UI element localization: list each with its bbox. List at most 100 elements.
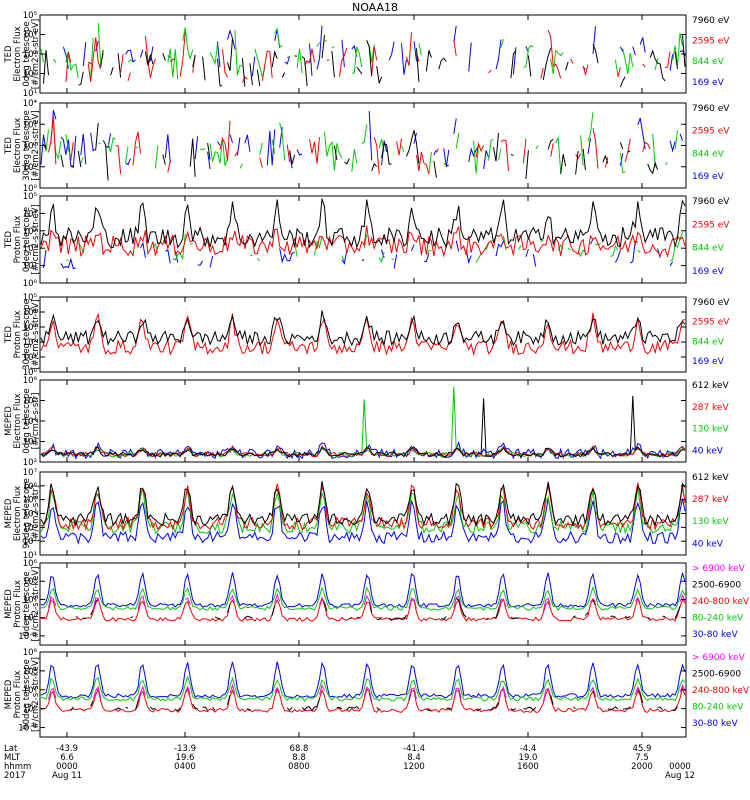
- series-2595-ev: [40, 225, 686, 258]
- y-axis-label-line: MEPED: [4, 679, 14, 709]
- y-axis-label-line: Electron Flux: [13, 26, 23, 81]
- y-tick-label: 10²: [23, 70, 37, 80]
- y-tick-label: 10¹: [23, 89, 37, 99]
- y-axis-label-line: 0deg telescope: [22, 21, 32, 86]
- legend-entry: 2500-6900: [692, 581, 741, 591]
- series-130-kev: [40, 386, 686, 458]
- legend-entry: 30-80 keV: [692, 719, 738, 729]
- y-axis-label: MEPEDProton Flux90deg telescope[#/cm2-s-…: [4, 657, 41, 732]
- y-tick-label: 10⁻²: [18, 632, 37, 642]
- series--6900-kev: [48, 683, 686, 703]
- legend-entry: 844 eV: [692, 57, 725, 67]
- y-tick-label: 10²: [23, 458, 37, 468]
- y-tick-label: 10⁶: [23, 559, 38, 569]
- panel-frame: [39, 562, 687, 646]
- y-tick-label: 10⁴: [23, 510, 38, 520]
- y-tick-label: 10³: [23, 227, 37, 237]
- y-axis-label-line: 0deg telescope: [22, 207, 32, 272]
- legend-entry: 2595 eV: [692, 127, 730, 137]
- series-844-ev: [40, 23, 683, 80]
- y-tick-label: 10³: [23, 523, 37, 533]
- series-30-80-kev: [40, 571, 686, 608]
- y-tick-label: 10¹: [23, 353, 37, 363]
- legend-entry: 40 keV: [692, 446, 724, 456]
- y-tick-label: 10⁴: [23, 308, 38, 318]
- panel-frame: [39, 195, 687, 284]
- y-tick-label: 10⁷: [23, 468, 38, 478]
- x-tick-label: 0000: [56, 762, 78, 772]
- series-287-kev: [40, 482, 686, 532]
- legend-entry: 169 eV: [692, 78, 725, 88]
- y-axis-label-line: TED: [4, 230, 14, 249]
- y-axis-label-line: [#/cm2-s-str-eV]: [31, 19, 41, 89]
- legend-entry: 130 keV: [692, 425, 729, 435]
- y-axis-label-line: TED: [4, 45, 14, 64]
- y-tick-label: 10³: [23, 323, 37, 333]
- y-axis-label-line: [#/cm2-s-str-eV]: [31, 299, 41, 369]
- y-tick-label: 10⁴: [23, 417, 38, 427]
- legend-entry: 240-800 keV: [692, 686, 750, 696]
- y-axis-label-line: 30deg telescope: [22, 299, 32, 370]
- y-axis-label: MEPEDProton Flux0deg telescope[#/cm2-s-s…: [4, 567, 41, 642]
- x-tick-label: 8.4: [407, 753, 421, 763]
- y-axis-label-line: TED: [4, 325, 14, 344]
- legend-entry: 287 keV: [692, 403, 729, 413]
- series-30-80-kev: [40, 661, 686, 699]
- legend-entry: 130 keV: [692, 517, 729, 527]
- x-row-label: 2017: [4, 771, 26, 781]
- x-tick-label: 19.6: [176, 753, 195, 763]
- x-tick-label: 0800: [288, 762, 310, 772]
- y-tick-label: 10⁵: [23, 11, 37, 21]
- y-axis-label: MEPEDElectron Flux0deg telescope[#/cm2-s…: [4, 388, 41, 453]
- x-row-label: hhmm: [4, 762, 31, 772]
- y-tick-label: 10²: [23, 142, 37, 152]
- legend-entry: 7960 eV: [692, 197, 730, 207]
- y-axis-label: TEDProton Flux0deg telescope[#/cm2-s-str…: [4, 204, 41, 274]
- series-2595-ev: [66, 28, 683, 83]
- y-axis-label-line: 90deg telescope: [22, 659, 32, 730]
- y-tick-label: 10⁵: [23, 496, 37, 506]
- y-axis-label: TEDElectron Flux0deg telescope[#/cm2-s-s…: [4, 19, 41, 89]
- y-axis-label-line: 90deg telescope: [22, 478, 32, 549]
- y-tick-label: 10⁴: [23, 209, 38, 219]
- x-tick-label: -43.9: [56, 744, 78, 754]
- legend-entry: 844 eV: [692, 149, 725, 159]
- series-80-240-kev: [40, 675, 686, 702]
- x-tick-label: 7.5: [635, 753, 649, 763]
- x-tick-label: -4.4: [520, 744, 537, 754]
- panel-frame: [39, 14, 687, 94]
- y-axis-label-line: [#/cm2-s-str]: [31, 393, 41, 450]
- x-tick-label: 45.9: [633, 744, 652, 754]
- y-tick-label: 10⁶: [23, 376, 38, 386]
- legend-entry: 169 eV: [692, 172, 725, 182]
- legend-entry: 844 eV: [692, 244, 725, 254]
- legend-entry: 30-80 keV: [692, 630, 738, 640]
- y-axis-label-line: Electron Flux: [13, 118, 23, 173]
- y-tick-label: 10⁴: [23, 667, 38, 677]
- legend-entry: 2500-6900: [692, 670, 741, 680]
- y-axis-label-line: [#/cm2-s-str-eV]: [31, 204, 41, 274]
- series-240-800-kev: [40, 686, 686, 713]
- legend-entry: 7960 eV: [692, 298, 730, 308]
- y-axis-label-line: Proton Flux: [13, 311, 23, 359]
- y-tick-label: 10²: [23, 686, 37, 696]
- y-tick-label: 10⁴: [23, 99, 38, 109]
- x-tick-label: -13.9: [174, 744, 196, 754]
- legend-entry: 2595 eV: [692, 318, 730, 328]
- legend-entry: 2595 eV: [692, 220, 730, 230]
- legend-entry: 844 eV: [692, 337, 725, 347]
- y-tick-label: 10⁴: [23, 31, 38, 41]
- x-tick-label: -41.4: [403, 744, 425, 754]
- legend-entry: 80-240 keV: [692, 614, 744, 624]
- y-tick-label: 10⁻²: [18, 724, 37, 734]
- y-axis-label-line: MEPED: [4, 589, 14, 619]
- y-tick-label: 10⁶: [23, 482, 38, 492]
- y-axis-label: TEDProton Flux30deg telescope[#/cm2-s-st…: [4, 299, 41, 370]
- x-row-label: MLT: [4, 753, 21, 763]
- legend-entry: > 6900 keV: [692, 653, 746, 663]
- y-axis-label-line: Electron Flux: [13, 393, 23, 448]
